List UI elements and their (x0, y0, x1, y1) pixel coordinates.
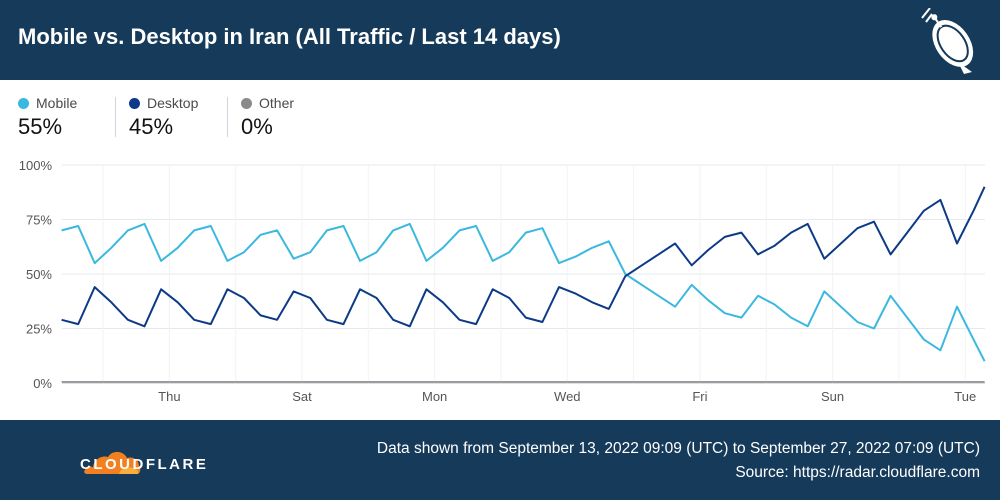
legend-value-desktop: 45% (129, 114, 174, 139)
legend-divider (115, 97, 116, 137)
legend-value-other: 0% (241, 114, 273, 139)
source-text: Source: https://radar.cloudflare.com (735, 464, 980, 481)
x-tick-label: Fri (692, 389, 707, 404)
y-tick-label: 100% (19, 158, 53, 173)
y-tick-label: 25% (26, 322, 52, 337)
x-tick-label: Thu (158, 389, 180, 404)
series-line-mobile (61, 222, 986, 362)
other-color-dot (241, 97, 252, 109)
y-tick-label: 50% (26, 267, 52, 282)
header: Mobile vs. Desktop in Iran (All Traffic … (0, 0, 1000, 80)
y-tick-label: 75% (26, 213, 52, 228)
footer: CLOUDFLARE Data shown from September 13,… (0, 420, 1000, 500)
legend-item-other[interactable]: Other 0% (241, 95, 294, 140)
x-tick-label: Wed (554, 389, 581, 404)
legend-item-desktop[interactable]: Desktop 45% (129, 95, 198, 140)
x-tick-label: Sat (292, 389, 312, 404)
x-tick-label: Tue (954, 389, 976, 404)
legend: Mobile 55% Desktop 45% Other 0% (0, 95, 1000, 145)
chart-title: Mobile vs. Desktop in Iran (All Traffic … (18, 24, 561, 49)
series-line-desktop (61, 186, 986, 328)
cloudflare-wordmark: CLOUDFLARE (80, 456, 209, 473)
x-tick-label: Sun (821, 389, 844, 404)
x-tick-label: Mon (422, 389, 447, 404)
data-range-text: Data shown from September 13, 2022 09:09… (376, 440, 980, 457)
legend-value-mobile: 55% (18, 114, 63, 139)
legend-divider (227, 97, 228, 137)
radar-satellite-dish-icon (921, 8, 974, 74)
cloudflare-cloud-icon (84, 451, 141, 474)
legend-label-desktop: Desktop (147, 95, 199, 111)
legend-label-other: Other (259, 95, 295, 111)
line-chart: 0% 25% 50% 75% 100% Thu Sat Mon Wed Fri Sun Tue (19, 158, 986, 404)
desktop-color-dot (129, 97, 140, 109)
legend-item-mobile[interactable]: Mobile 55% (18, 95, 77, 140)
legend-label-mobile: Mobile (36, 95, 78, 111)
mobile-color-dot (18, 97, 29, 109)
y-tick-label: 0% (33, 376, 52, 391)
